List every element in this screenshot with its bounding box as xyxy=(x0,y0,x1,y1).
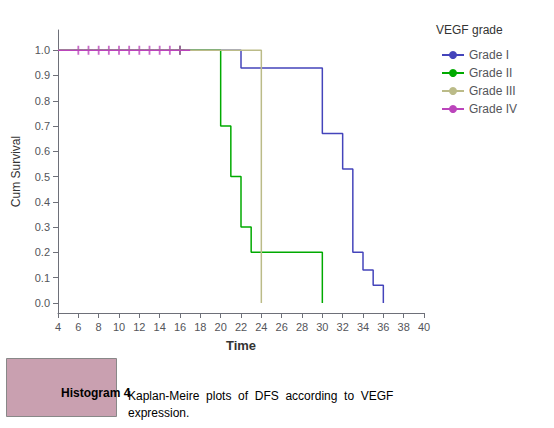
svg-text:6: 6 xyxy=(75,321,81,333)
svg-text:28: 28 xyxy=(296,321,308,333)
svg-text:1.0: 1.0 xyxy=(35,44,50,56)
svg-text:22: 22 xyxy=(235,321,247,333)
svg-text:Histogram 4: Histogram 4 xyxy=(61,386,131,400)
svg-text:expression.: expression. xyxy=(128,406,189,420)
svg-text:Cum Survival: Cum Survival xyxy=(9,136,23,207)
svg-text:38: 38 xyxy=(398,321,410,333)
svg-text:Grade III: Grade III xyxy=(469,84,516,98)
svg-text:24: 24 xyxy=(255,321,267,333)
svg-text:14: 14 xyxy=(154,321,166,333)
svg-text:40: 40 xyxy=(418,321,430,333)
svg-text:0.6: 0.6 xyxy=(35,145,50,157)
svg-text:VEGF grade: VEGF grade xyxy=(436,23,503,37)
svg-text:0.9: 0.9 xyxy=(35,69,50,81)
svg-text:0.2: 0.2 xyxy=(35,246,50,258)
svg-text:Grade I: Grade I xyxy=(469,48,509,62)
svg-text:Grade IV: Grade IV xyxy=(469,102,517,116)
svg-text:Kaplan-Meire plots of DFS: Kaplan-Meire plots of DFS according to V… xyxy=(128,389,393,403)
svg-text:20: 20 xyxy=(215,321,227,333)
svg-text:30: 30 xyxy=(316,321,328,333)
svg-text:12: 12 xyxy=(133,321,145,333)
svg-text:0.7: 0.7 xyxy=(35,120,50,132)
svg-text:0.1: 0.1 xyxy=(35,272,50,284)
svg-text:0.3: 0.3 xyxy=(35,221,50,233)
svg-text:34: 34 xyxy=(357,321,369,333)
svg-text:36: 36 xyxy=(377,321,389,333)
svg-text:4: 4 xyxy=(55,321,61,333)
svg-text:0.5: 0.5 xyxy=(35,171,50,183)
svg-text:10: 10 xyxy=(113,321,125,333)
svg-text:26: 26 xyxy=(276,321,288,333)
svg-text:Grade II: Grade II xyxy=(469,66,512,80)
svg-text:0.8: 0.8 xyxy=(35,95,50,107)
svg-text:16: 16 xyxy=(174,321,186,333)
svg-text:Time: Time xyxy=(226,338,256,353)
svg-text:0.4: 0.4 xyxy=(35,196,50,208)
svg-text:18: 18 xyxy=(194,321,206,333)
svg-text:8: 8 xyxy=(96,321,102,333)
svg-text:0.0: 0.0 xyxy=(35,297,50,309)
svg-text:32: 32 xyxy=(337,321,349,333)
